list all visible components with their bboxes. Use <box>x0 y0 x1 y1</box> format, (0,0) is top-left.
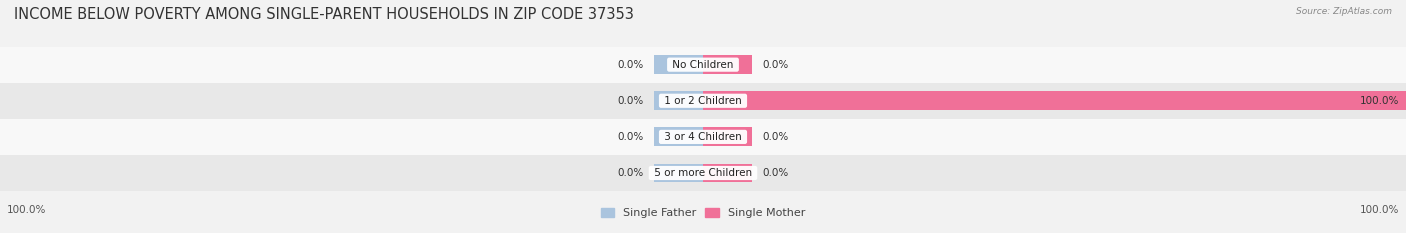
Text: 0.0%: 0.0% <box>762 60 789 70</box>
Text: Source: ZipAtlas.com: Source: ZipAtlas.com <box>1296 7 1392 16</box>
Bar <box>654 164 703 182</box>
Text: INCOME BELOW POVERTY AMONG SINGLE-PARENT HOUSEHOLDS IN ZIP CODE 37353: INCOME BELOW POVERTY AMONG SINGLE-PARENT… <box>14 7 634 22</box>
Text: 0.0%: 0.0% <box>762 132 789 142</box>
Text: 100.0%: 100.0% <box>1360 205 1399 215</box>
Bar <box>0 119 1406 155</box>
Bar <box>0 155 1406 191</box>
Text: 100.0%: 100.0% <box>1360 96 1399 106</box>
Text: 0.0%: 0.0% <box>762 168 789 178</box>
Bar <box>0 83 1406 119</box>
Text: 0.0%: 0.0% <box>617 132 644 142</box>
Bar <box>703 91 1406 110</box>
Text: 5 or more Children: 5 or more Children <box>651 168 755 178</box>
Bar <box>703 127 752 146</box>
Text: No Children: No Children <box>669 60 737 70</box>
Text: 100.0%: 100.0% <box>7 205 46 215</box>
Text: 0.0%: 0.0% <box>617 168 644 178</box>
Bar <box>0 47 1406 83</box>
Text: 0.0%: 0.0% <box>617 60 644 70</box>
Bar <box>654 127 703 146</box>
Text: 0.0%: 0.0% <box>617 96 644 106</box>
Text: 1 or 2 Children: 1 or 2 Children <box>661 96 745 106</box>
Text: 3 or 4 Children: 3 or 4 Children <box>661 132 745 142</box>
Bar <box>703 164 752 182</box>
Legend: Single Father, Single Mother: Single Father, Single Mother <box>596 203 810 223</box>
Bar <box>654 91 703 110</box>
Bar <box>654 55 703 74</box>
Bar <box>703 55 752 74</box>
